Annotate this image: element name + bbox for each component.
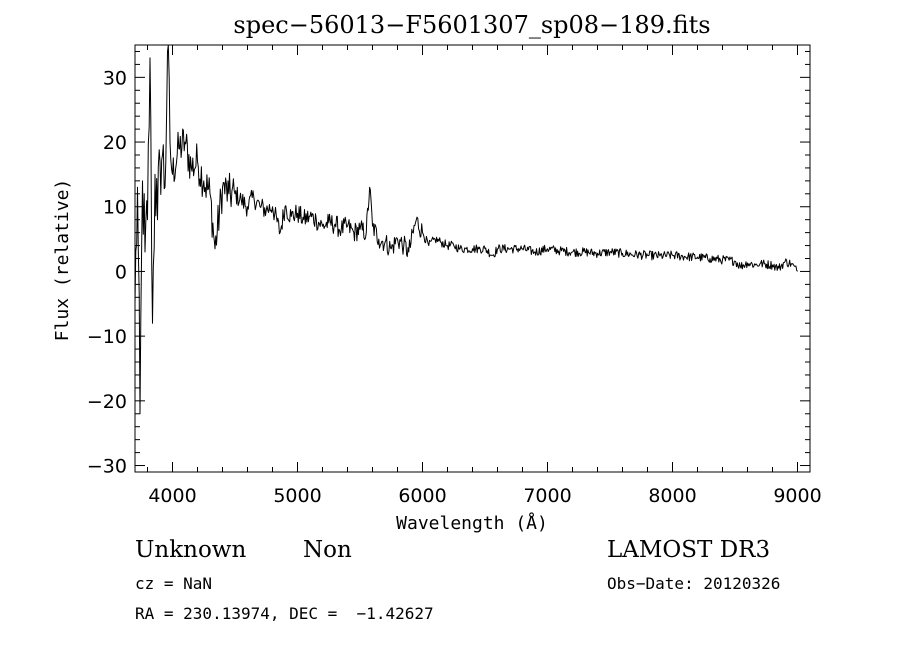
spectrum-line <box>134 44 798 415</box>
spectrum-chart: spec−56013−F5601307_sp08−189.fits 4000 50… <box>52 11 822 534</box>
chart-title: spec−56013−F5601307_sp08−189.fits <box>233 11 710 39</box>
x-axis-ticks: 4000 5000 6000 7000 8000 9000 <box>147 45 822 507</box>
object-class: Unknown <box>135 537 247 563</box>
survey-name: LAMOST DR3 <box>607 537 771 563</box>
y-tick-label: −20 <box>87 391 127 413</box>
y-tick-label: −30 <box>87 456 127 478</box>
y-axis-ticks: −30 −20 −10 0 10 20 30 <box>87 50 810 478</box>
y-tick-label: 30 <box>103 67 127 89</box>
plot-frame <box>134 44 811 473</box>
x-tick-label: 5000 <box>273 485 321 507</box>
y-axis-label: Flux (relative) <box>52 179 73 342</box>
x-axis-label: Wavelength (Å) <box>396 512 548 534</box>
x-tick-label: 8000 <box>648 485 696 507</box>
y-tick-label: 0 <box>115 261 127 283</box>
x-tick-label: 4000 <box>148 485 196 507</box>
y-tick-label: 20 <box>103 132 127 154</box>
x-tick-label: 9000 <box>773 485 821 507</box>
y-tick-label: −10 <box>87 326 127 348</box>
coordinates: RA = 230.13974, DEC = −1.42627 <box>135 604 434 623</box>
y-tick-label: 10 <box>103 197 127 219</box>
obs-date: Obs−Date: 20120326 <box>607 574 781 593</box>
x-tick-label: 7000 <box>523 485 571 507</box>
object-subclass: Non <box>303 537 352 563</box>
x-tick-label: 6000 <box>398 485 446 507</box>
redshift-value: cz = NaN <box>135 574 213 593</box>
